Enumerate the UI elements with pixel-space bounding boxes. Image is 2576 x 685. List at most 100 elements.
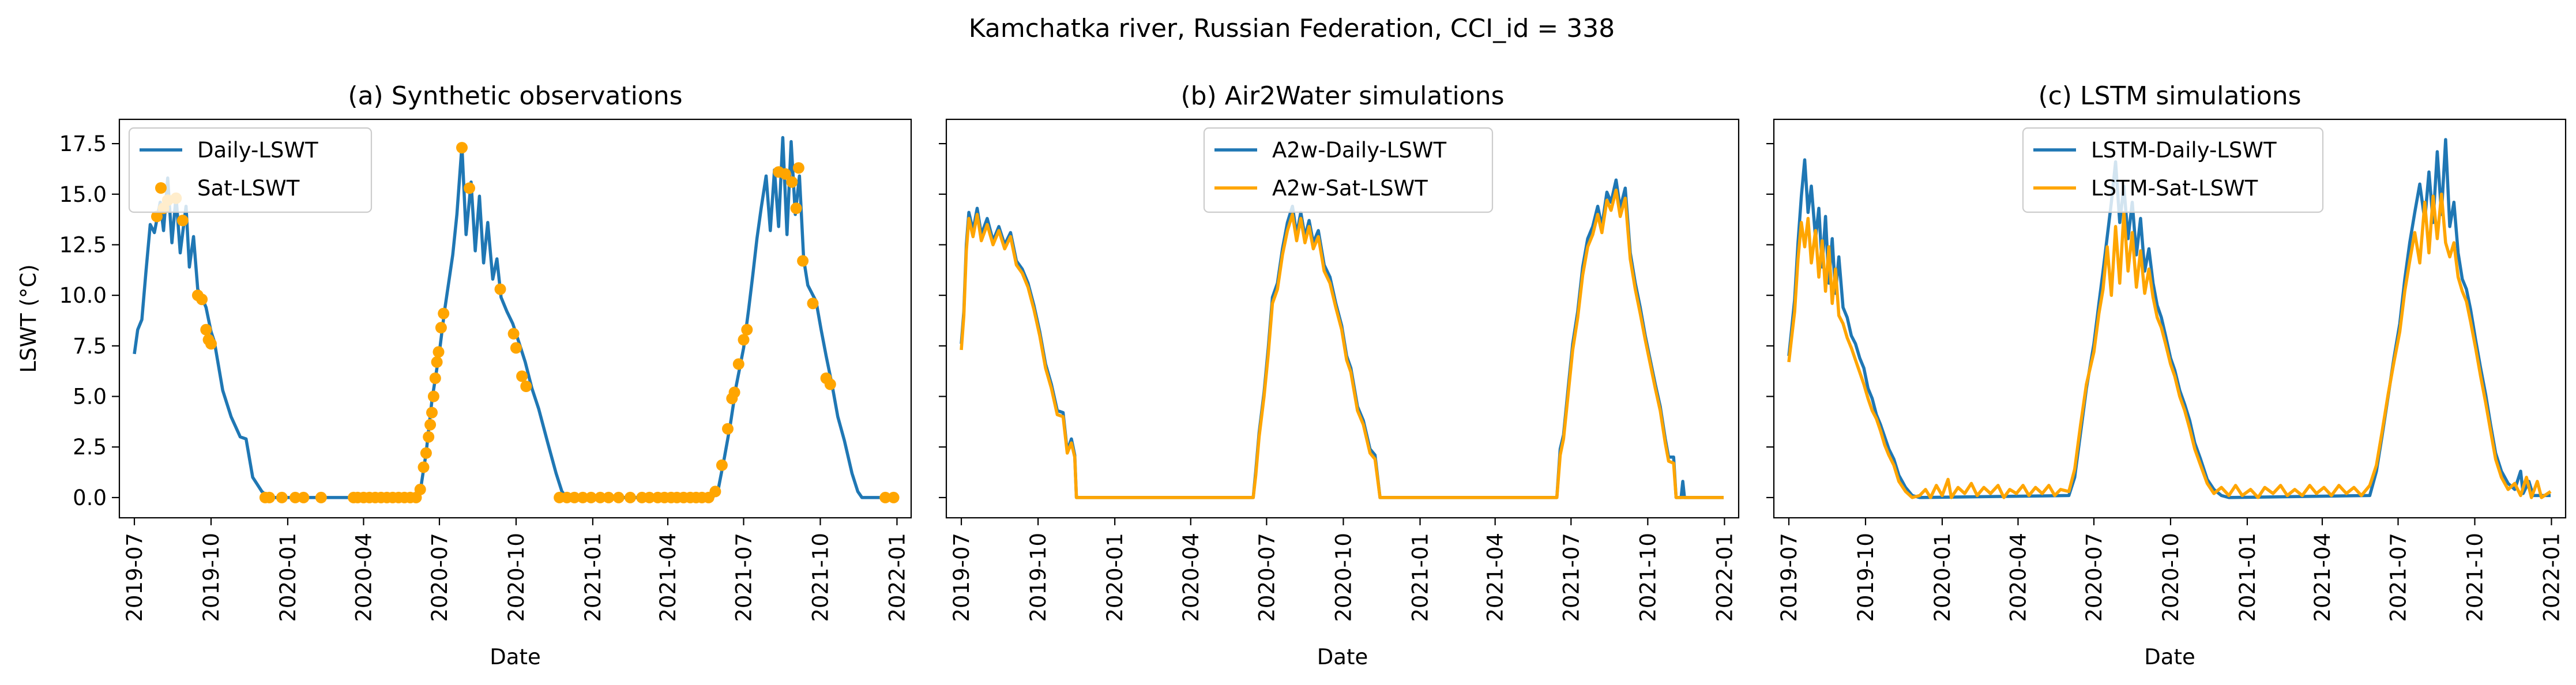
sat-lswt-point [464,182,475,194]
panel-title: (c) LSTM simulations [2038,81,2301,111]
x-tick-label: 2020-01 [276,533,300,622]
x-tick-label: 2019-07 [122,533,147,622]
x-tick-label: 2020-07 [1254,533,1279,622]
sat-lswt-point [786,176,798,188]
figure-suptitle: Kamchatka river, Russian Federation, CCI… [969,14,1615,43]
x-tick-label: 2021-04 [2310,533,2335,622]
legend-frame [2022,127,2324,213]
series-line-a2w-sat-lswt [960,189,1724,499]
y-tick-label: 2.5 [73,435,107,460]
sat-lswt-point [418,461,430,473]
plot-frame [118,118,912,519]
legend-label: LSTM-Sat-LSWT [2091,176,2258,201]
sat-lswt-point [779,168,791,180]
x-tick-label: 2021-01 [2235,533,2260,622]
sat-lswt-point [792,162,804,174]
x-tick-label: 2020-01 [1930,533,1955,622]
sat-lswt-point [433,346,445,358]
sat-lswt-point [520,381,532,392]
x-tick-label: 2021-10 [2462,533,2487,622]
panel-title: (a) Synthetic observations [348,81,682,111]
x-tick-label: 2021-07 [1559,533,1584,622]
x-tick-label: 2021-07 [732,533,757,622]
panel-3: 2019-07 2019-10 2020-01 2020-04 2020-07 2020-… [1766,81,2567,669]
x-tick-label: 2019-10 [1026,533,1051,622]
y-tick-label: 12.5 [59,232,107,257]
legend: Daily-LSWT Sat-LSWT [128,127,373,213]
x-tick-label: 2019-10 [199,533,224,622]
sat-lswt-point [709,485,721,498]
x-tick-label: 2019-10 [1853,533,1878,622]
sat-lswt-point [151,210,163,223]
series-line-lstm-daily-lswt [1787,138,2551,499]
y-tick-label: 5.0 [73,385,107,409]
sat-lswt-point [289,491,301,503]
series-line-lstm-sat-lswt [1787,193,2552,499]
legend-label: Daily-LSWT [197,138,318,163]
sat-lswt-point [732,358,744,370]
y-tick-label: 10.0 [59,283,107,308]
sat-lswt-point [431,356,443,368]
legend-label: Sat-LSWT [197,176,300,201]
x-tick-label: 2021-04 [656,533,680,622]
x-tick-label: 2020-04 [1179,533,1204,622]
sat-lswt-point [797,255,809,267]
y-tick-label: 15.0 [59,182,107,207]
sat-lswt-point [510,342,522,354]
sat-lswt-point [315,491,327,503]
y-axis-label: LSWT (°C) [16,264,41,372]
legend: LSTM-Daily-LSWT LSTM-Sat-LSWT [2022,127,2324,213]
sat-lswt-point [456,142,468,154]
y-tick-label: 0.0 [73,485,107,510]
x-tick-label: 2020-10 [1331,533,1356,622]
sat-lswt-point [741,323,753,336]
sat-lswt-point [790,202,802,214]
sat-lswt-point [176,214,189,227]
sat-lswt-point [438,307,450,319]
sat-lswt-point [414,483,426,495]
legend-label: A2w-Sat-LSWT [1272,176,1428,201]
x-tick-label: 2021-01 [1408,533,1433,622]
x-tick-label: 2021-04 [1483,533,1508,622]
x-tick-label: 2021-01 [581,533,606,622]
sat-lswt-point [879,491,892,503]
x-tick-label: 2020-10 [504,533,529,622]
sat-lswt-point [423,431,435,443]
x-tick-label: 2019-07 [1777,533,1802,622]
x-tick-label: 2020-04 [351,533,376,622]
x-axis-label: Date [2144,645,2195,669]
x-axis-label: Date [490,645,540,669]
legend-frame [1203,127,1494,213]
sat-lswt-point [429,372,441,384]
legend-label: LSTM-Daily-LSWT [2091,138,2277,163]
plot-frame [945,118,1740,519]
y-tick-label: 17.5 [59,131,107,156]
panel-1: 2019-07 2019-10 2020-01 2020-04 2020-07 2020-… [16,81,912,669]
y-tick-label: 7.5 [73,334,107,359]
x-tick-label: 2019-07 [949,533,974,622]
sat-lswt-point [612,491,625,503]
sat-lswt-point [426,407,438,419]
sat-lswt-point [824,378,836,390]
sat-lswt-point [603,491,615,503]
sat-lswt-point [494,283,506,295]
sat-lswt-point [516,370,528,382]
panel-title: (b) Air2Water simulations [1181,81,1505,111]
sat-lswt-point [427,390,439,402]
x-tick-label: 2020-07 [2082,533,2107,622]
sat-lswt-point [577,491,589,503]
x-tick-label: 2020-01 [1103,533,1127,622]
sat-lswt-point [424,419,437,431]
legend-marker-swatch [155,182,167,194]
x-tick-label: 2021-10 [1635,533,1660,622]
x-axis-label: Date [1317,645,1368,669]
x-tick-label: 2022-01 [1712,533,1737,622]
panel-2: 2019-07 2019-10 2020-01 2020-04 2020-07 2020-… [939,81,1740,669]
sat-lswt-point [738,334,750,346]
sat-lswt-point [435,322,447,334]
sat-lswt-point [728,386,740,398]
sat-lswt-point [276,491,288,503]
x-tick-label: 2020-07 [427,533,452,622]
